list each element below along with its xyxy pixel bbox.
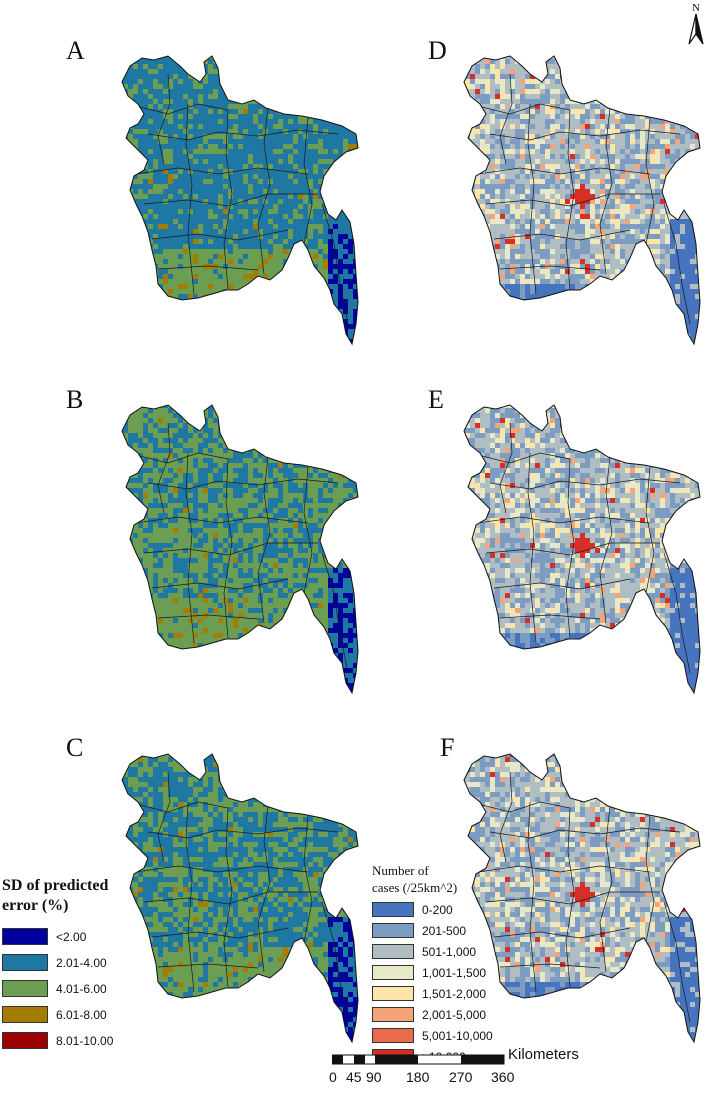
sd-legend-item: 4.01-6.00 xyxy=(2,980,107,997)
sd-legend-label: 2.01-4.00 xyxy=(56,955,107,970)
cases-legend-item: 5,001-10,000 xyxy=(372,1028,493,1043)
scale-tick-270: 270 xyxy=(449,1069,473,1085)
panel-letter-b: B xyxy=(66,385,84,414)
map-c xyxy=(121,753,359,1044)
map-b xyxy=(121,404,359,695)
cases-legend-swatch xyxy=(372,923,414,938)
cases-legend-item: 0-200 xyxy=(372,902,453,917)
sd-legend-item: 6.01-8.00 xyxy=(2,1006,107,1023)
cases-legend-title-line1: Number of xyxy=(372,863,429,878)
panel-letter-c: C xyxy=(66,733,84,762)
cases-legend-swatch xyxy=(372,1007,414,1022)
sd-legend-item: <2.00 xyxy=(2,928,86,945)
sd-legend-swatch xyxy=(2,954,48,971)
cases-legend-item: 501-1,000 xyxy=(372,944,476,959)
cases-legend-swatch xyxy=(372,902,414,917)
cases-legend-swatch xyxy=(372,944,414,959)
cases-legend-label: 501-1,000 xyxy=(422,944,477,959)
scale-tick-90: 90 xyxy=(366,1069,382,1085)
north-arrow-icon: N xyxy=(688,2,704,45)
map-e xyxy=(463,404,701,695)
cases-legend-item: 201-500 xyxy=(372,923,466,938)
cases-legend-label: 5,001-10,000 xyxy=(422,1028,493,1043)
map-a xyxy=(121,55,359,346)
sd-legend-title-line2: error (%) xyxy=(2,897,69,914)
cases-legend-swatch xyxy=(372,986,414,1001)
sd-legend-item: 2.01-4.00 xyxy=(2,954,107,971)
scale-unit: Kilometers xyxy=(508,1046,579,1063)
cases-legend-label: 1,501-2,000 xyxy=(422,986,487,1001)
panel-letter-d: D xyxy=(428,36,447,65)
map-d xyxy=(463,55,701,346)
cases-legend-label: 201-500 xyxy=(422,923,467,938)
sd-legend-label: 8.01-10.00 xyxy=(56,1033,114,1048)
map-f xyxy=(463,753,701,1044)
scale-tick-180: 180 xyxy=(406,1069,430,1085)
sd-legend-item: 8.01-10.00 xyxy=(2,1032,113,1049)
panel-letter-e: E xyxy=(428,385,444,414)
north-label: N xyxy=(692,2,700,14)
cases-legend-label: 1,001-1,500 xyxy=(422,965,487,980)
scale-tick-45: 45 xyxy=(346,1069,362,1085)
cases-legend-swatch xyxy=(372,965,414,980)
sd-legend-label: 4.01-6.00 xyxy=(56,981,107,996)
scale-bar xyxy=(332,1054,505,1065)
cases-legend-title-line2: cases (/25km^2) xyxy=(372,880,458,895)
scale-tick-360: 360 xyxy=(491,1069,515,1085)
sd-legend-title-line1: SD of predicted xyxy=(2,877,109,894)
sd-legend-label: 6.01-8.00 xyxy=(56,1007,107,1022)
cases-legend-item: 2,001-5,000 xyxy=(372,1007,486,1022)
sd-legend-swatch xyxy=(2,1006,48,1023)
cases-legend-item: 1,501-2,000 xyxy=(372,986,486,1001)
sd-legend-swatch xyxy=(2,980,48,997)
cases-legend-swatch xyxy=(372,1028,414,1043)
sd-legend-swatch xyxy=(2,1032,48,1049)
cases-legend-label: 0-200 xyxy=(422,902,453,917)
cases-legend-label: 2,001-5,000 xyxy=(422,1007,487,1022)
cases-legend-item: 1,001-1,500 xyxy=(372,965,486,980)
panel-letter-f: F xyxy=(440,733,455,762)
sd-legend-swatch xyxy=(2,928,48,945)
panel-letter-a: A xyxy=(66,36,85,65)
sd-legend-label: <2.00 xyxy=(56,929,87,944)
scale-tick-0: 0 xyxy=(329,1069,337,1085)
